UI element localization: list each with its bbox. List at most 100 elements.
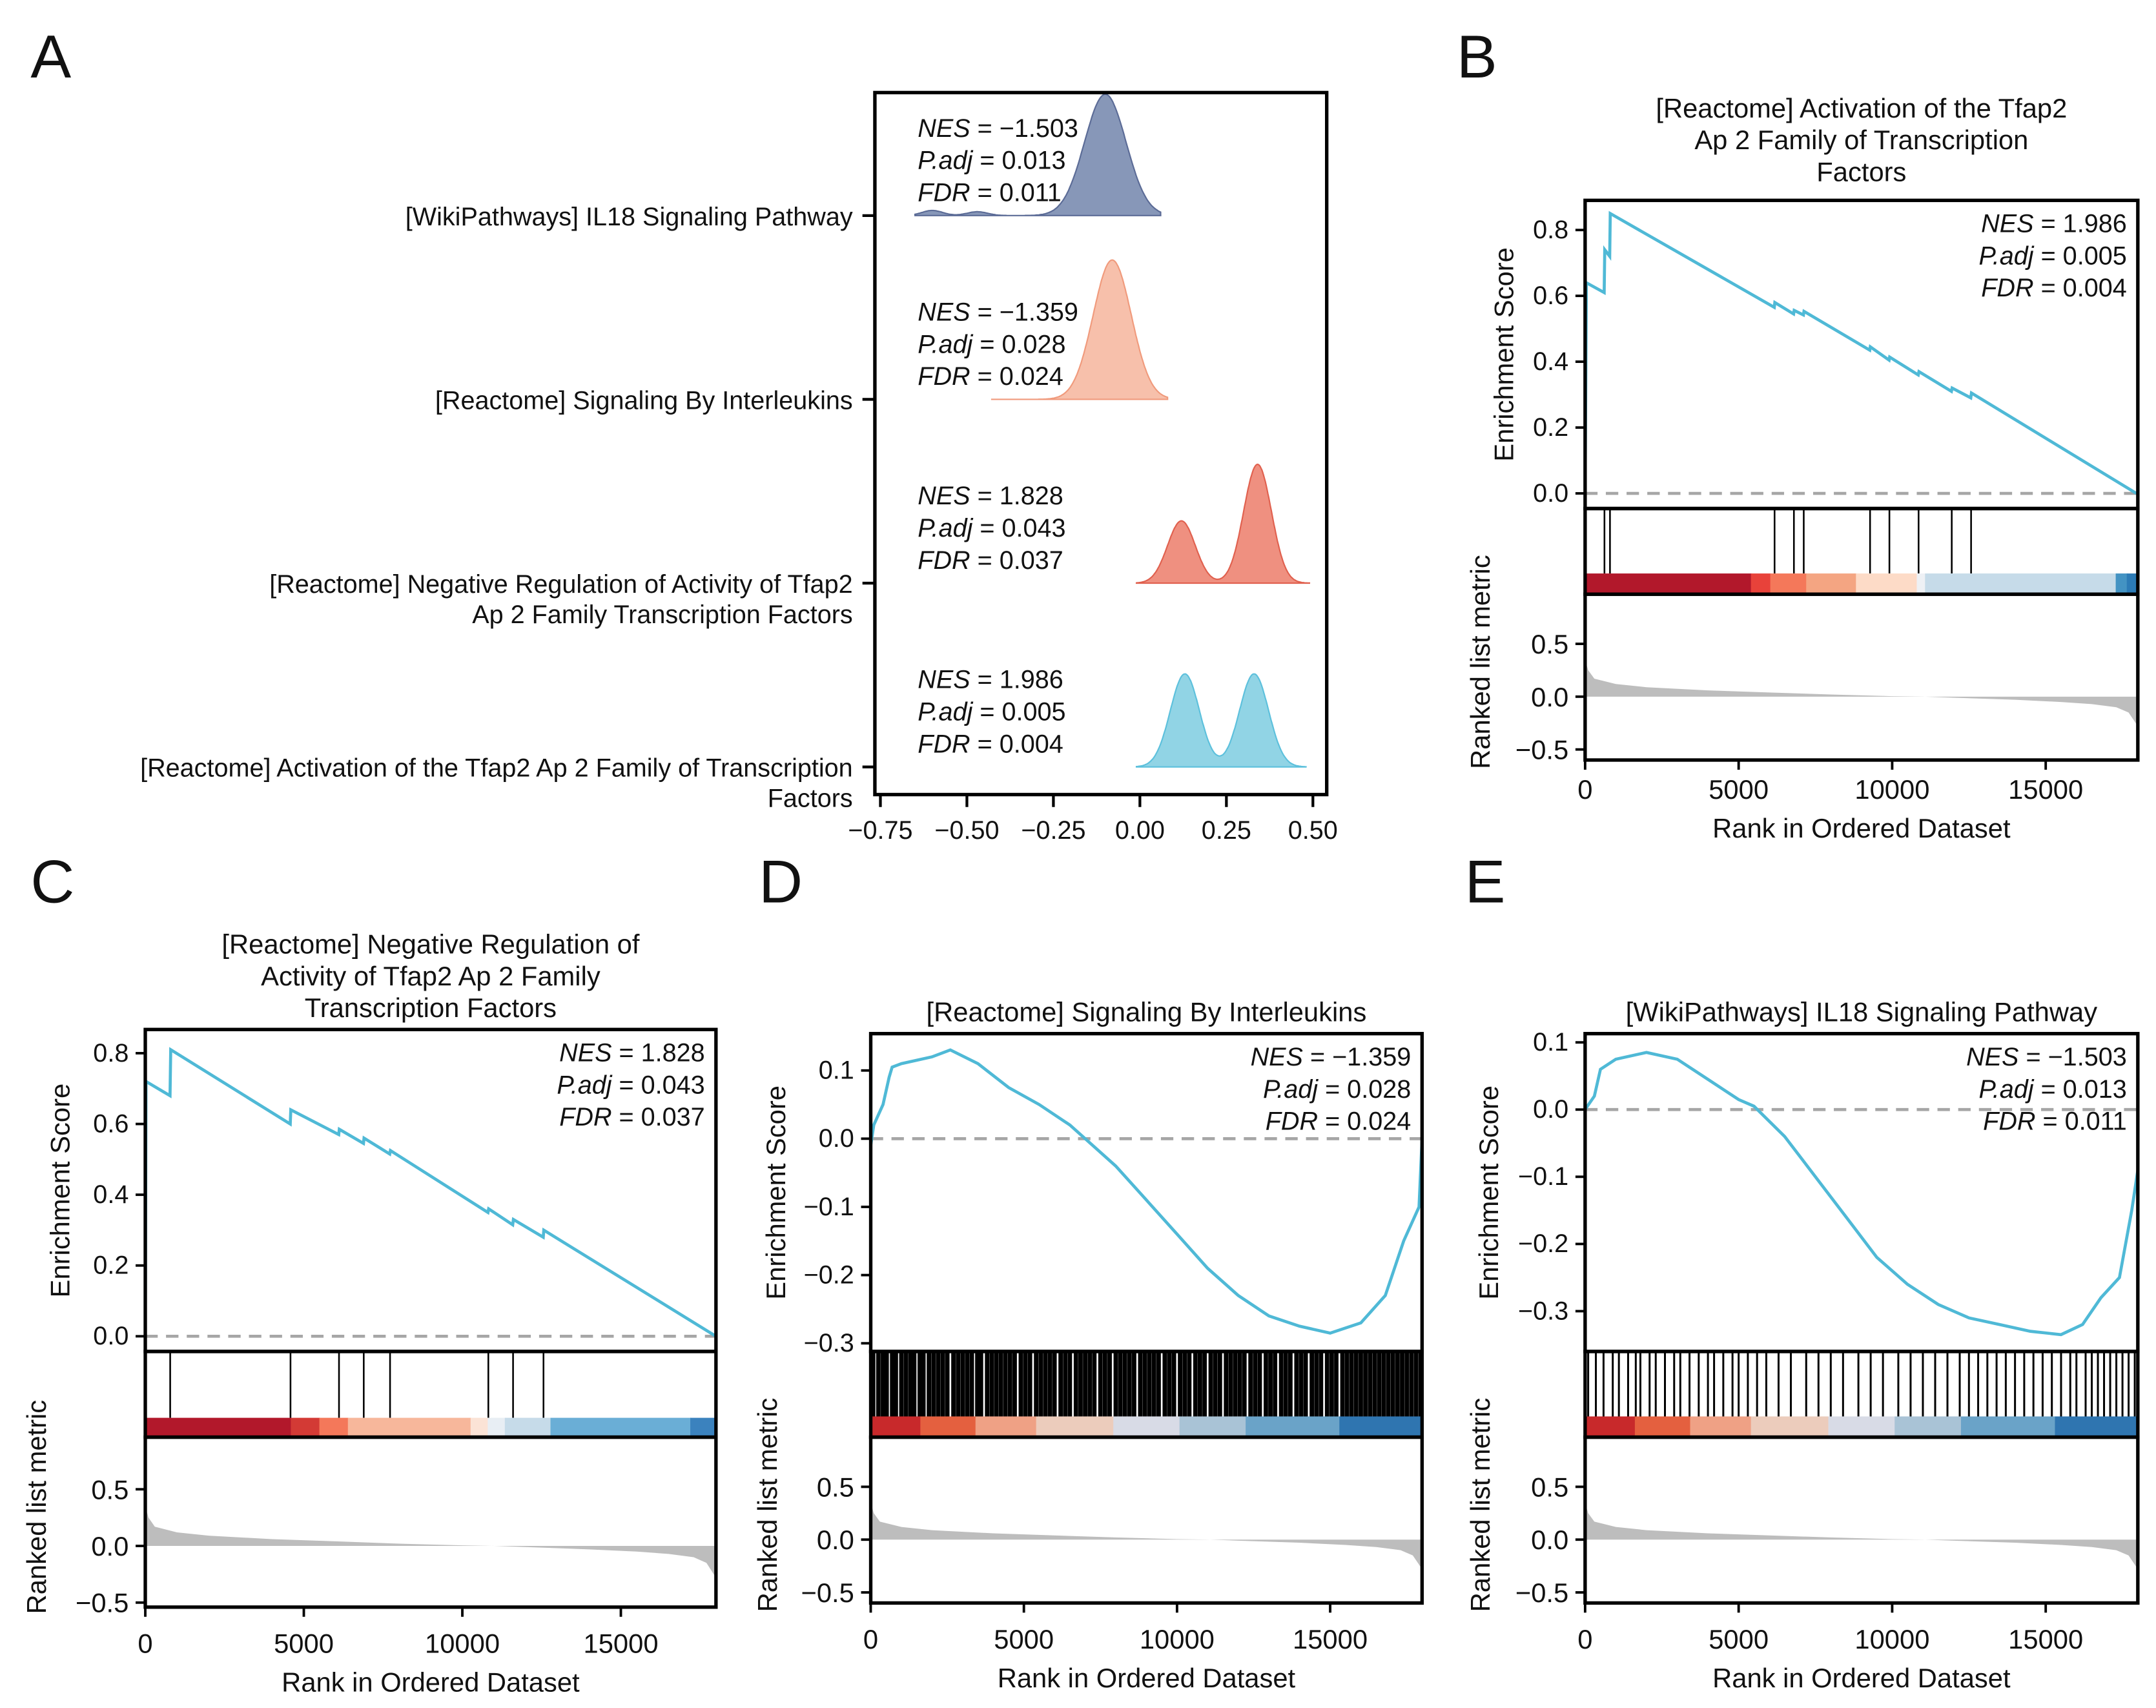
ranked-list-metric-area [870, 1503, 1422, 1569]
plot-title: Factors [1816, 156, 1906, 187]
x-tick-label: −0.25 [1021, 816, 1085, 845]
ridge-stat-padj: P.adj = 0.005 [918, 698, 1065, 726]
es-y-tick-label: −0.1 [804, 1193, 854, 1221]
gsea-stat-padj: P.adj = 0.028 [1263, 1075, 1411, 1104]
es-y-tick-label: −0.3 [1518, 1297, 1568, 1325]
plot-title: Activity of Tfap2 Ap 2 Family [261, 961, 601, 991]
plot-title: [Reactome] Signaling By Interleukins [927, 996, 1367, 1027]
es-y-axis-label: Enrichment Score [1489, 247, 1519, 462]
ridge-stat-padj: P.adj = 0.028 [918, 330, 1065, 358]
metric-y-tick-label: 0.0 [1531, 1525, 1568, 1555]
rank-color-band-segment [1246, 1416, 1340, 1437]
es-y-tick-label: 0.8 [1533, 216, 1568, 244]
rank-color-band-segment [1036, 1416, 1114, 1437]
gsea-stat-fdr: FDR = 0.037 [559, 1103, 704, 1131]
es-y-axis-label: Enrichment Score [1473, 1086, 1504, 1300]
x-tick-label: 0 [138, 1628, 152, 1658]
x-tick-label: 0 [1577, 774, 1592, 805]
x-tick-label: 0 [863, 1624, 878, 1654]
rank-color-band-segment [1750, 573, 1771, 595]
rank-color-band-segment [1634, 1416, 1691, 1437]
es-y-tick-label: −0.2 [804, 1260, 854, 1289]
rank-color-band-segment [1690, 1416, 1752, 1437]
gsea-stat-nes: NES = 1.986 [1981, 210, 2127, 238]
metric-y-tick-label: 0.0 [817, 1525, 854, 1555]
rank-color-band-segment [1339, 1416, 1423, 1437]
metric-y-tick-label: 0.5 [91, 1474, 128, 1505]
rank-color-band-segment [291, 1417, 320, 1437]
ridge-stat-nes: NES = 1.828 [918, 482, 1063, 510]
metric-frame [868, 1435, 1424, 1605]
rank-color-band-segment [488, 1417, 506, 1437]
ridge-stat-nes: NES = 1.986 [918, 666, 1063, 694]
rank-color-band-segment [550, 1417, 692, 1437]
plot-title: [Reactome] Activation of the Tfap2 [1656, 93, 2067, 123]
x-tick-label: 15000 [584, 1628, 659, 1658]
ridge-category-label: [Reactome] Signaling By Interleukins [435, 386, 853, 415]
rank-color-band-segment [1770, 573, 1807, 595]
panel-d-gsea-plot: [Reactome] Signaling By Interleukins NES … [752, 996, 1424, 1693]
metric-frame [1583, 592, 2140, 762]
x-tick-label: 15000 [1293, 1624, 1368, 1654]
x-tick-label: 10000 [1854, 1624, 1929, 1654]
gsea-stat-fdr: FDR = 0.024 [1266, 1107, 1412, 1136]
running-enrichment-score-line [143, 1047, 717, 1338]
panel-letter-a: A [30, 23, 71, 90]
plot-title: Ap 2 Family of Transcription [1694, 125, 2028, 155]
es-y-tick-label: 0.2 [93, 1251, 128, 1280]
es-y-tick-label: 0.8 [93, 1039, 128, 1067]
metric-y-tick-label: 0.0 [1531, 682, 1568, 712]
ridge-category-label: [Reactome] Negative Regulation of Activi… [269, 570, 852, 599]
ridge-category-label: [WikiPathways] IL18 Signaling Pathway [406, 203, 853, 231]
x-tick-label: 0.50 [1288, 816, 1338, 845]
rank-color-band-segment [2055, 1416, 2139, 1437]
metric-y-tick-label: −0.5 [1515, 735, 1568, 765]
metric-y-axis-label: Ranked list metric [1465, 555, 1495, 769]
x-tick-label: −0.75 [848, 816, 912, 845]
metric-y-axis-label: Ranked list metric [21, 1400, 52, 1614]
ridge-stat-padj: P.adj = 0.043 [918, 514, 1065, 542]
ridge-density-4 [1135, 673, 1307, 768]
rank-color-band-segment [2115, 573, 2128, 595]
x-tick-label: 5000 [994, 1624, 1054, 1654]
ridge-stat-fdr: FDR = 0.024 [918, 362, 1063, 391]
gsea-stat-padj: P.adj = 0.013 [1978, 1075, 2126, 1104]
es-y-tick-label: −0.3 [804, 1329, 854, 1357]
es-y-axis-label: Enrichment Score [761, 1086, 791, 1300]
rank-color-band-segment [145, 1417, 292, 1437]
rank-color-band-segment [470, 1417, 489, 1437]
rank-color-band-segment [1960, 1416, 2056, 1437]
x-tick-label: −0.50 [934, 816, 999, 845]
ridge-stat-nes: NES = −1.503 [918, 114, 1078, 143]
rank-color-band-segment [1856, 573, 1918, 595]
es-y-tick-label: 0.0 [819, 1124, 854, 1153]
ridge-stat-padj: P.adj = 0.013 [918, 147, 1065, 175]
metric-y-tick-label: −0.5 [76, 1588, 128, 1618]
rank-color-band-segment [1113, 1416, 1180, 1437]
rank-color-band-segment [504, 1417, 551, 1437]
es-y-tick-label: 0.6 [93, 1109, 128, 1138]
gsea-stat-fdr: FDR = 0.004 [1981, 274, 2127, 302]
ranked-list-metric-area [145, 1506, 716, 1578]
gsea-stat-nes: NES = 1.828 [559, 1038, 705, 1067]
rank-color-band-segment [1179, 1416, 1247, 1437]
metric-y-axis-label: Ranked list metric [752, 1398, 783, 1612]
metric-y-tick-label: −0.5 [1515, 1578, 1568, 1608]
es-y-tick-label: 0.6 [1533, 282, 1568, 310]
es-y-tick-label: 0.1 [1533, 1028, 1568, 1056]
ridge-stat-fdr: FDR = 0.004 [918, 730, 1063, 758]
gsea-stat-padj: P.adj = 0.043 [557, 1071, 704, 1099]
es-y-tick-label: 0.0 [1533, 479, 1568, 508]
rank-color-band-segment [1925, 573, 2117, 595]
plot-title: [Reactome] Negative Regulation of [221, 929, 639, 960]
metric-frame [1583, 1435, 2140, 1605]
metric-y-tick-label: −0.5 [801, 1578, 854, 1608]
x-tick-label: 5000 [1709, 1624, 1769, 1654]
panel-letter-d: D [759, 847, 803, 915]
metric-y-tick-label: 0.5 [1531, 629, 1568, 659]
rank-color-band-segment [975, 1416, 1037, 1437]
rank-color-band-segment [690, 1417, 717, 1437]
ridge-density-3 [1135, 463, 1311, 584]
ridge-frame [873, 90, 1329, 797]
